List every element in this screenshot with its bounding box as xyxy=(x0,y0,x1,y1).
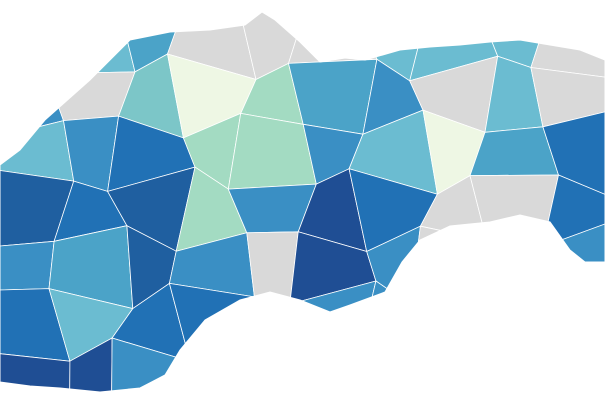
district xyxy=(469,174,559,248)
district xyxy=(530,283,605,366)
district xyxy=(233,296,311,354)
district xyxy=(0,12,62,75)
district xyxy=(0,240,55,291)
district xyxy=(477,283,551,366)
district xyxy=(351,344,436,392)
district xyxy=(0,353,71,392)
district xyxy=(168,282,255,362)
districts xyxy=(0,12,605,392)
district xyxy=(429,344,479,392)
district xyxy=(189,352,235,392)
district xyxy=(486,239,544,297)
district xyxy=(409,295,498,348)
district xyxy=(530,67,605,128)
district xyxy=(231,340,314,392)
district xyxy=(246,231,299,305)
district xyxy=(549,338,605,392)
district xyxy=(471,347,558,392)
district xyxy=(542,111,605,196)
country-outline xyxy=(0,11,605,393)
district xyxy=(287,12,378,64)
district xyxy=(46,12,136,75)
district xyxy=(309,340,357,392)
